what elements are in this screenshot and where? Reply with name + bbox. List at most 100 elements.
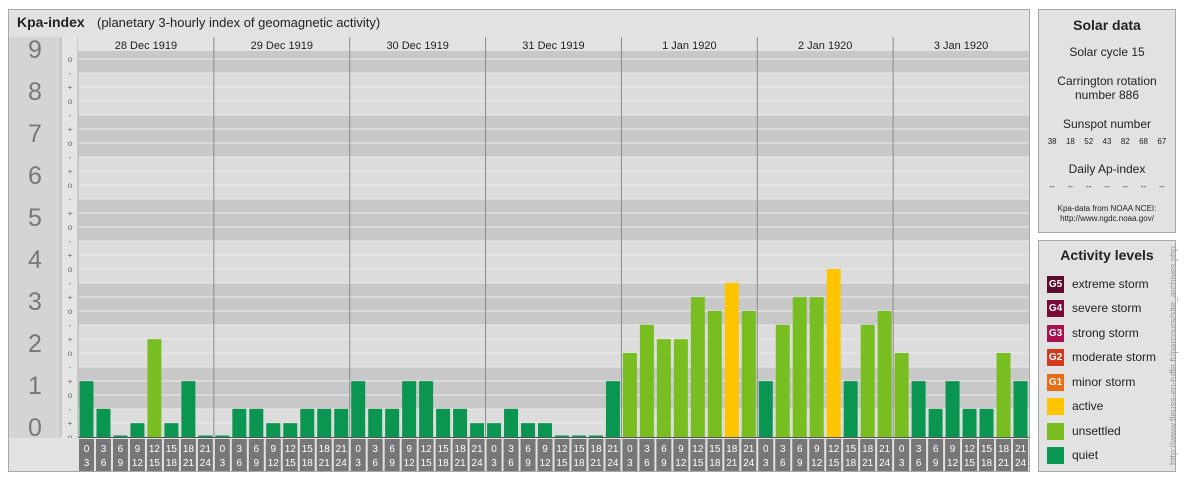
kp-bar: [147, 339, 162, 437]
time-bin-end: 9: [118, 458, 124, 469]
time-bin-end: 6: [644, 458, 650, 469]
kp-bar: [605, 381, 620, 437]
time-bin-end: 15: [285, 458, 297, 469]
time-bin-cell: [367, 439, 383, 471]
time-bin-end: 21: [998, 458, 1010, 469]
time-bin-end: 6: [237, 458, 243, 469]
time-bin-end: 18: [709, 458, 721, 469]
y-minor-tick-label: o: [68, 223, 73, 232]
y-minor-tick-label: -: [69, 111, 72, 120]
carrington-line1: Carrington rotation: [1057, 74, 1157, 88]
kp-bar: [860, 324, 875, 437]
chart-subtitle: (planetary 3-hourly index of geomagnetic…: [97, 15, 381, 30]
time-bin-end: 15: [556, 458, 568, 469]
time-bin-cell: [843, 439, 859, 471]
time-bin-end: 3: [355, 458, 361, 469]
time-bin-start: 21: [200, 444, 212, 455]
time-bin-start: 12: [285, 444, 297, 455]
time-bin-start: 6: [797, 444, 803, 455]
time-bin-end: 9: [389, 458, 395, 469]
sunspot-value: 67: [1157, 137, 1167, 146]
ap-title: Daily Ap-index: [1068, 162, 1146, 176]
kp-bar: [215, 435, 230, 437]
time-bin-start: 21: [743, 444, 755, 455]
sunspot-values: 38 18 52 43 82 68 67: [1043, 137, 1171, 146]
sunspot-value: 68: [1139, 137, 1148, 146]
time-bin-cell: [554, 439, 570, 471]
y-minor-tick-label: +: [68, 293, 73, 302]
time-bin-start: 0: [899, 444, 905, 455]
level-swatch: G3: [1047, 325, 1064, 342]
time-bin-cell: [792, 439, 808, 471]
time-bin-cell: [1013, 439, 1028, 471]
kp-bar: [690, 297, 705, 437]
kp-bar: [843, 381, 858, 437]
kp-bar: [724, 282, 739, 437]
time-bin-end: 3: [220, 458, 226, 469]
kp-bar: [707, 311, 722, 437]
kp-bar: [945, 381, 960, 437]
kp-bar: [741, 311, 756, 437]
day-label: 3 Jan 1920: [934, 40, 988, 52]
time-bin-end: 15: [421, 458, 433, 469]
day-label: 2 Jan 1920: [798, 40, 852, 52]
sunspot-value: 18: [1065, 137, 1075, 146]
kp-band: [78, 156, 1029, 199]
time-bin-cell: [265, 439, 281, 471]
kp-bar: [809, 297, 824, 437]
kp-bar: [656, 339, 671, 437]
time-bin-start: 15: [166, 444, 178, 455]
time-bin-end: 15: [149, 458, 161, 469]
kp-bar: [1013, 381, 1028, 437]
time-bin-start: 15: [981, 444, 993, 455]
time-bin-end: 18: [166, 458, 178, 469]
time-bin-cell: [384, 439, 400, 471]
time-bin-end: 3: [627, 458, 633, 469]
kp-bar: [181, 381, 196, 437]
time-bin-end: 12: [675, 458, 687, 469]
level-label: severe storm: [1072, 301, 1142, 315]
time-bin-start: 6: [118, 444, 124, 455]
sunspot-value: 43: [1102, 137, 1112, 146]
time-bin-cell: [299, 439, 315, 471]
kp-bar: [283, 423, 298, 437]
time-bin-start: 3: [372, 444, 378, 455]
time-bin-start: 6: [525, 444, 531, 455]
time-bin-cell: [520, 439, 536, 471]
time-bin-start: 12: [692, 444, 704, 455]
time-bin-start: 9: [678, 444, 684, 455]
time-bin-end: 18: [438, 458, 450, 469]
time-bin-end: 21: [862, 458, 874, 469]
kp-bar: [588, 435, 603, 437]
y-minor-tick-label: -: [69, 69, 72, 78]
time-bin-end: 24: [472, 458, 484, 469]
day-header-strip: [78, 37, 1029, 51]
time-bin-end: 9: [661, 458, 667, 469]
level-label: unsettled: [1072, 424, 1121, 438]
time-bin-cell: [316, 439, 332, 471]
time-bin-start: 9: [814, 444, 820, 455]
source-url: http://www.fleuss-en-tuffe.fr/parcours/s…: [1168, 246, 1178, 465]
carrington-line2: number 886: [1074, 88, 1140, 102]
time-bin-end: 12: [132, 458, 144, 469]
day-label: 30 Dec 1919: [386, 40, 448, 52]
time-bin-cell: [214, 439, 230, 471]
kp-band: [78, 72, 1029, 115]
time-bin-cell: [282, 439, 298, 471]
sunspot-value: 52: [1084, 137, 1094, 146]
time-bin-start: 9: [406, 444, 412, 455]
time-bin-end: 15: [828, 458, 840, 469]
time-bin-cell: [418, 439, 434, 471]
kp-bar: [996, 353, 1011, 437]
time-bin-start: 21: [607, 444, 619, 455]
time-bin-cell: [146, 439, 162, 471]
y-tick-label: 2: [28, 330, 42, 358]
time-bin-start: 18: [455, 444, 467, 455]
credit-line2: http://www.ngdc.noaa.gov/: [1060, 214, 1154, 223]
time-bin-cell: [639, 439, 655, 471]
ap-values: -- -- -- -- -- -- --: [1043, 182, 1171, 191]
time-bin-start: 9: [542, 444, 548, 455]
time-bin-end: 24: [879, 458, 891, 469]
level-swatch: G5: [1047, 276, 1064, 293]
credit-line1: Kpa-data from NOAA NCEI:: [1057, 204, 1157, 213]
